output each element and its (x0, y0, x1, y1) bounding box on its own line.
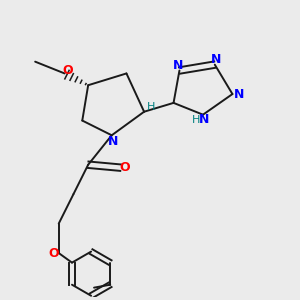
Text: N: N (199, 113, 210, 127)
Text: N: N (173, 59, 183, 72)
Text: H: H (147, 102, 156, 112)
Text: O: O (62, 64, 73, 77)
Text: N: N (211, 53, 221, 66)
Text: H: H (191, 115, 200, 125)
Text: N: N (234, 88, 244, 100)
Text: O: O (48, 247, 59, 260)
Text: O: O (120, 161, 130, 174)
Text: N: N (108, 135, 119, 148)
